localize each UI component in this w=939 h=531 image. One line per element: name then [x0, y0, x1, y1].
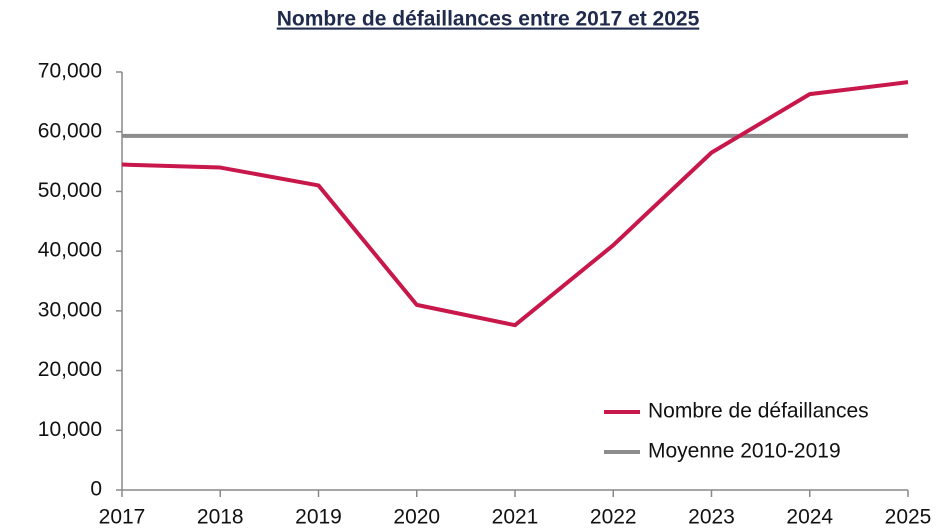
y-tick-label: 70,000: [38, 60, 102, 83]
line-series: [121, 80, 909, 328]
x-tick-label: 2021: [492, 506, 539, 529]
x-tick-label: 2018: [197, 506, 244, 529]
x-tick-label: 2022: [590, 506, 637, 529]
chart-title: Nombre de défaillances entre 2017 et 202…: [277, 8, 700, 31]
x-tick-label: 2025: [885, 506, 932, 529]
y-tick-label: 0: [90, 478, 102, 501]
legend-label: Moyenne 2010-2019: [648, 440, 841, 463]
legend-label: Nombre de défaillances: [648, 400, 869, 423]
x-tick-label: 2023: [688, 506, 735, 529]
x-tick-label: 2024: [786, 506, 833, 529]
y-tick-label: 20,000: [38, 358, 102, 381]
x-tick-label: 2019: [295, 506, 342, 529]
y-tick-label: 40,000: [38, 239, 102, 262]
y-tick-label: 60,000: [38, 119, 102, 142]
x-tick-label: 2020: [393, 506, 440, 529]
x-tick-label: 2017: [99, 506, 146, 529]
y-tick-label: 10,000: [38, 418, 102, 441]
y-tick-label: 30,000: [38, 298, 102, 321]
y-tick-label: 50,000: [38, 179, 102, 202]
